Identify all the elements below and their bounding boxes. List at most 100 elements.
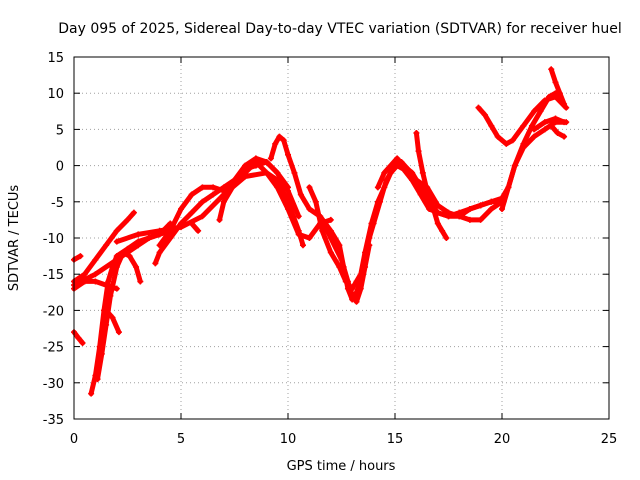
data-point-marker bbox=[137, 278, 144, 285]
series-arc-g bbox=[94, 249, 144, 383]
y-tick-label: 10 bbox=[47, 87, 64, 102]
data-point-marker bbox=[531, 126, 538, 133]
data-point-marker bbox=[103, 242, 110, 249]
chart-title: Day 095 of 2025, Sidereal Day-to-day VTE… bbox=[58, 21, 621, 37]
y-tick-label: -30 bbox=[43, 377, 64, 392]
data-point-marker bbox=[285, 151, 291, 158]
series-line bbox=[189, 221, 201, 234]
data-point-marker bbox=[488, 198, 495, 205]
data-point-marker bbox=[409, 169, 416, 176]
data-point-marker bbox=[475, 104, 482, 111]
data-point-marker bbox=[113, 285, 120, 292]
data-point-marker bbox=[263, 158, 270, 165]
data-point-marker bbox=[167, 227, 174, 234]
data-point-marker bbox=[77, 253, 84, 260]
data-point-marker bbox=[561, 101, 568, 108]
data-point-marker bbox=[546, 93, 553, 100]
data-point-marker bbox=[434, 220, 441, 227]
data-point-marker bbox=[531, 133, 538, 140]
data-point-marker bbox=[81, 278, 88, 285]
data-point-marker bbox=[466, 206, 473, 213]
data-point-marker bbox=[419, 169, 426, 176]
data-point-marker bbox=[274, 184, 281, 191]
data-point-marker bbox=[295, 231, 302, 238]
data-point-marker bbox=[499, 206, 505, 213]
data-point-marker bbox=[548, 122, 555, 129]
data-point-marker bbox=[103, 307, 110, 314]
data-point-marker bbox=[299, 242, 306, 249]
data-point-marker bbox=[387, 169, 394, 176]
data-point-marker bbox=[199, 198, 206, 205]
series-arc-v bbox=[531, 115, 568, 133]
data-point-marker bbox=[188, 191, 195, 198]
data-point-marker bbox=[357, 285, 364, 292]
data-point-marker bbox=[349, 292, 356, 299]
data-point-marker bbox=[178, 206, 184, 213]
data-point-marker bbox=[443, 235, 450, 241]
data-point-marker bbox=[291, 169, 298, 176]
data-point-marker bbox=[413, 130, 420, 137]
data-point-marker bbox=[306, 184, 313, 191]
data-point-marker bbox=[242, 162, 249, 169]
data-point-marker bbox=[312, 198, 319, 205]
data-point-marker bbox=[156, 242, 163, 249]
data-point-marker bbox=[199, 213, 206, 220]
series-arc-h bbox=[103, 307, 122, 336]
data-point-marker bbox=[456, 213, 463, 220]
data-point-marker bbox=[285, 206, 291, 213]
data-point-marker bbox=[79, 339, 86, 346]
data-point-marker bbox=[295, 213, 302, 220]
data-point-marker bbox=[92, 278, 99, 285]
data-point-marker bbox=[98, 350, 105, 357]
data-point-marker bbox=[537, 108, 544, 115]
data-point-marker bbox=[92, 271, 99, 278]
series-arc-u bbox=[548, 66, 568, 108]
data-series bbox=[71, 66, 570, 397]
data-point-marker bbox=[327, 235, 334, 241]
y-tick-label: 0 bbox=[56, 160, 64, 175]
data-point-marker bbox=[188, 209, 195, 216]
data-point-marker bbox=[109, 314, 116, 321]
data-point-marker bbox=[92, 256, 99, 263]
data-point-marker bbox=[167, 235, 174, 241]
data-point-marker bbox=[113, 263, 120, 270]
data-point-marker bbox=[417, 184, 424, 191]
data-point-marker bbox=[477, 202, 484, 209]
data-point-marker bbox=[156, 249, 163, 256]
data-point-marker bbox=[505, 184, 512, 191]
series-arc-l bbox=[188, 220, 202, 234]
data-point-marker bbox=[531, 108, 538, 115]
data-point-marker bbox=[424, 187, 431, 194]
data-point-marker bbox=[548, 66, 555, 73]
data-point-marker bbox=[188, 220, 195, 227]
data-point-marker bbox=[552, 79, 559, 86]
data-point-marker bbox=[126, 253, 133, 260]
data-point-marker bbox=[336, 242, 343, 249]
y-tick-label: -10 bbox=[43, 232, 64, 247]
data-point-marker bbox=[199, 184, 206, 191]
data-point-marker bbox=[327, 216, 334, 223]
data-point-marker bbox=[252, 158, 259, 165]
data-point-marker bbox=[124, 216, 131, 223]
data-point-marker bbox=[130, 209, 137, 216]
y-tick-label: -5 bbox=[51, 196, 64, 211]
data-point-marker bbox=[445, 213, 452, 220]
data-point-marker bbox=[466, 216, 473, 223]
data-point-marker bbox=[541, 126, 548, 133]
data-point-marker bbox=[231, 180, 238, 187]
data-point-marker bbox=[263, 169, 270, 176]
data-point-marker bbox=[362, 263, 369, 270]
data-point-marker bbox=[381, 169, 388, 176]
y-tick-label: 15 bbox=[47, 51, 64, 66]
data-point-marker bbox=[195, 227, 202, 234]
data-point-marker bbox=[319, 227, 326, 234]
data-point-marker bbox=[152, 260, 159, 267]
data-point-marker bbox=[113, 227, 120, 234]
data-point-marker bbox=[135, 238, 142, 245]
data-point-marker bbox=[511, 162, 518, 169]
data-point-marker bbox=[220, 187, 227, 194]
data-point-marker bbox=[267, 155, 274, 162]
data-point-marker bbox=[488, 122, 495, 129]
series-line bbox=[217, 159, 334, 241]
